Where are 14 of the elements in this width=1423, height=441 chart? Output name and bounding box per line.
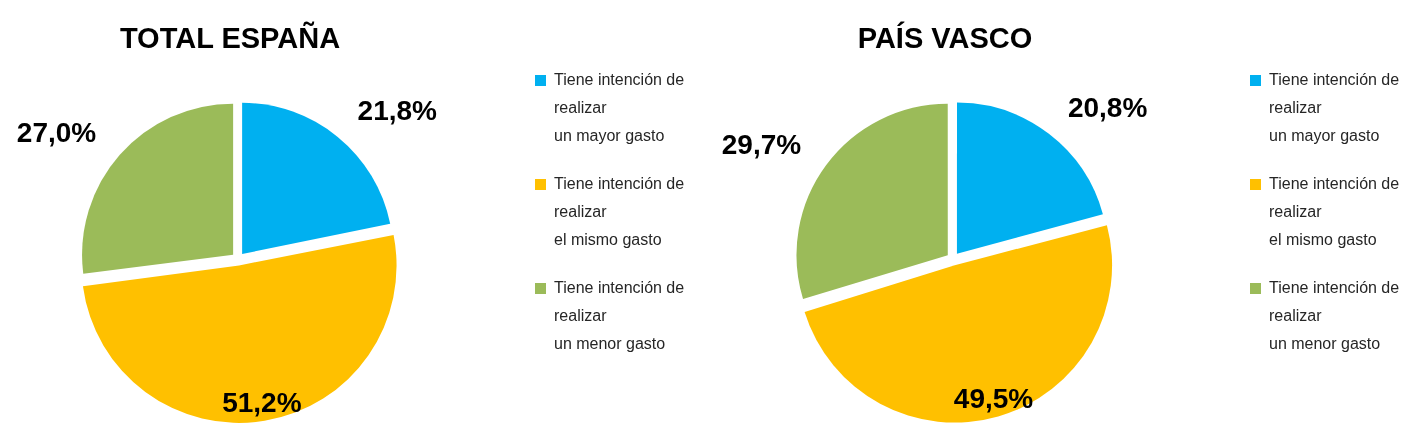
data-label: 27,0% [16, 116, 97, 148]
chart-title: TOTAL ESPAÑA [118, 20, 342, 56]
legend-label: Tiene intención de realizar el mismo gasto [1269, 174, 1401, 250]
chart-title: PAÍS VASCO [856, 20, 1034, 56]
legend-label: Tiene intención de realizar un menor gasto [554, 278, 686, 354]
data-label: 29,7% [721, 129, 802, 161]
data-label: 21,8% [357, 95, 438, 127]
data-label: 49,5% [953, 382, 1034, 414]
legend-label: Tiene intención de realizar un mayor gasto [1269, 70, 1401, 146]
legend-label: Tiene intención de realizar un mayor gasto [554, 70, 686, 146]
data-label: 51,2% [222, 386, 302, 418]
data-label: 20,8% [1067, 91, 1148, 123]
legend-label: Tiene intención de realizar un menor gasto [1269, 278, 1401, 354]
legend-label: Tiene intención de realizar el mismo gasto [554, 174, 686, 250]
